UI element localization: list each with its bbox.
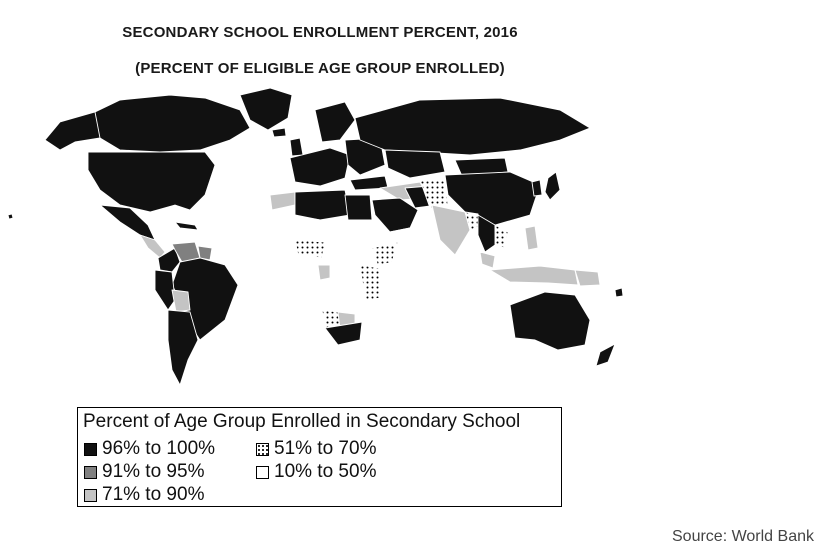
world-choropleth-map xyxy=(7,87,624,386)
region-afghanistan-pakistan xyxy=(419,177,449,209)
region-madagascar xyxy=(382,295,396,323)
region-russia xyxy=(354,97,591,156)
legend-label: 10% to 50% xyxy=(274,461,377,482)
region-caribbean xyxy=(174,221,199,231)
legend-item-71-90: 71% to 90% xyxy=(84,484,204,506)
land-masses xyxy=(7,87,624,386)
region-usa xyxy=(87,151,216,213)
region-japan xyxy=(544,171,561,201)
legend-swatch-dark-gray xyxy=(84,465,97,479)
region-png xyxy=(574,269,601,287)
region-myanmar-thailand xyxy=(477,214,496,253)
region-greenland xyxy=(239,87,293,131)
map-subtitle: (PERCENT OF ELIGIBLE AGE GROUP ENROLLED) xyxy=(135,60,505,77)
region-scandinavia xyxy=(314,101,356,143)
region-india xyxy=(431,204,471,256)
region-australia xyxy=(509,291,591,351)
legend-title: Percent of Age Group Enrolled in Seconda… xyxy=(83,411,521,432)
legend-label: 71% to 90% xyxy=(102,484,205,505)
region-philippines xyxy=(524,225,539,251)
legend-item-91-95: 91% to 95% xyxy=(84,461,204,483)
region-guianas xyxy=(197,245,213,261)
region-west-africa xyxy=(267,211,336,266)
region-east-africa xyxy=(359,264,383,301)
legend-swatch-light-gray xyxy=(84,488,97,502)
legend-swatch-white xyxy=(256,465,269,479)
region-sahel xyxy=(294,239,326,259)
map-legend: Percent of Age Group Enrolled in Seconda… xyxy=(77,407,562,507)
map-title: SECONDARY SCHOOL ENROLLMENT PERCENT, 201… xyxy=(122,24,518,41)
region-south-africa xyxy=(324,321,363,346)
region-hawaii xyxy=(7,213,14,220)
region-iceland xyxy=(271,127,287,138)
region-gabon xyxy=(317,264,331,281)
region-argentina-chile xyxy=(167,309,199,386)
legend-label: 96% to 100% xyxy=(102,438,216,459)
region-horn-of-africa xyxy=(371,241,399,267)
region-kazakhstan xyxy=(384,149,446,179)
region-new-zealand xyxy=(595,343,616,367)
region-colombia xyxy=(157,247,181,273)
region-peru xyxy=(154,269,176,311)
region-algeria-libya xyxy=(294,189,351,221)
region-pacific-islands xyxy=(614,287,624,298)
legend-swatch-black xyxy=(84,442,97,456)
region-bolivia xyxy=(171,289,191,313)
legend-swatch-dotted xyxy=(256,442,269,456)
region-canada xyxy=(94,94,251,153)
region-morocco xyxy=(269,191,296,211)
region-malaysia xyxy=(479,251,496,269)
source-note: Source: World Bank xyxy=(672,528,814,545)
region-egypt xyxy=(344,194,373,221)
region-namibia xyxy=(321,309,341,329)
region-vietnam xyxy=(494,224,509,249)
legend-label: 91% to 95% xyxy=(102,461,205,482)
legend-label: 51% to 70% xyxy=(274,438,377,459)
region-western-europe xyxy=(289,147,351,187)
region-indonesia xyxy=(489,265,579,286)
region-china xyxy=(444,171,541,226)
region-uk xyxy=(289,137,304,157)
region-korea xyxy=(531,179,543,197)
legend-item-10-50: 10% to 50% xyxy=(256,461,376,483)
legend-item-51-70: 51% to 70% xyxy=(256,438,376,460)
legend-item-96-100: 96% to 100% xyxy=(84,438,215,460)
